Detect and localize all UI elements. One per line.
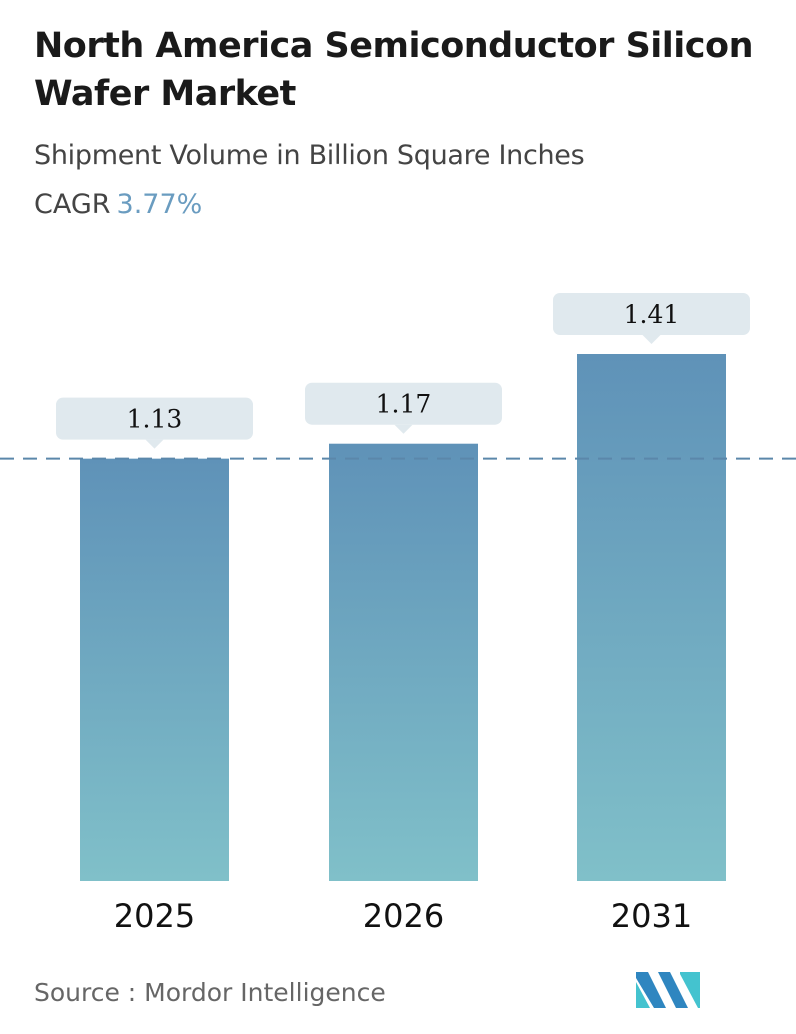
data-label-bubble <box>56 397 253 440</box>
cagr-value: 3.77% <box>116 189 203 220</box>
data-label: 1.13 <box>127 405 183 434</box>
data-label: 1.17 <box>376 390 432 419</box>
x-tick-label: 2025 <box>114 897 195 935</box>
chart-title: North America Semiconductor Silicon Wafe… <box>34 26 754 114</box>
cagr: CAGR 3.77% <box>34 189 202 220</box>
x-tick-label: 2031 <box>611 897 692 935</box>
chart-subtitle: Shipment Volume in Billion Square Inches <box>34 140 585 171</box>
data-label-bubble <box>305 382 502 425</box>
bar-2031 <box>577 354 726 881</box>
x-tick-label: 2026 <box>363 897 444 935</box>
cagr-label: CAGR <box>34 189 111 220</box>
data-label-pointer <box>394 424 413 434</box>
source-text: Source : Mordor Intelligence <box>34 978 386 1007</box>
bar-2026 <box>329 443 478 881</box>
data-label-bubble <box>553 293 750 335</box>
data-label-pointer <box>145 439 164 449</box>
bar-2025 <box>80 458 229 881</box>
data-label: 1.41 <box>624 300 680 329</box>
data-label-pointer <box>642 335 661 344</box>
mordor-intelligence-logo-icon <box>636 972 700 1008</box>
